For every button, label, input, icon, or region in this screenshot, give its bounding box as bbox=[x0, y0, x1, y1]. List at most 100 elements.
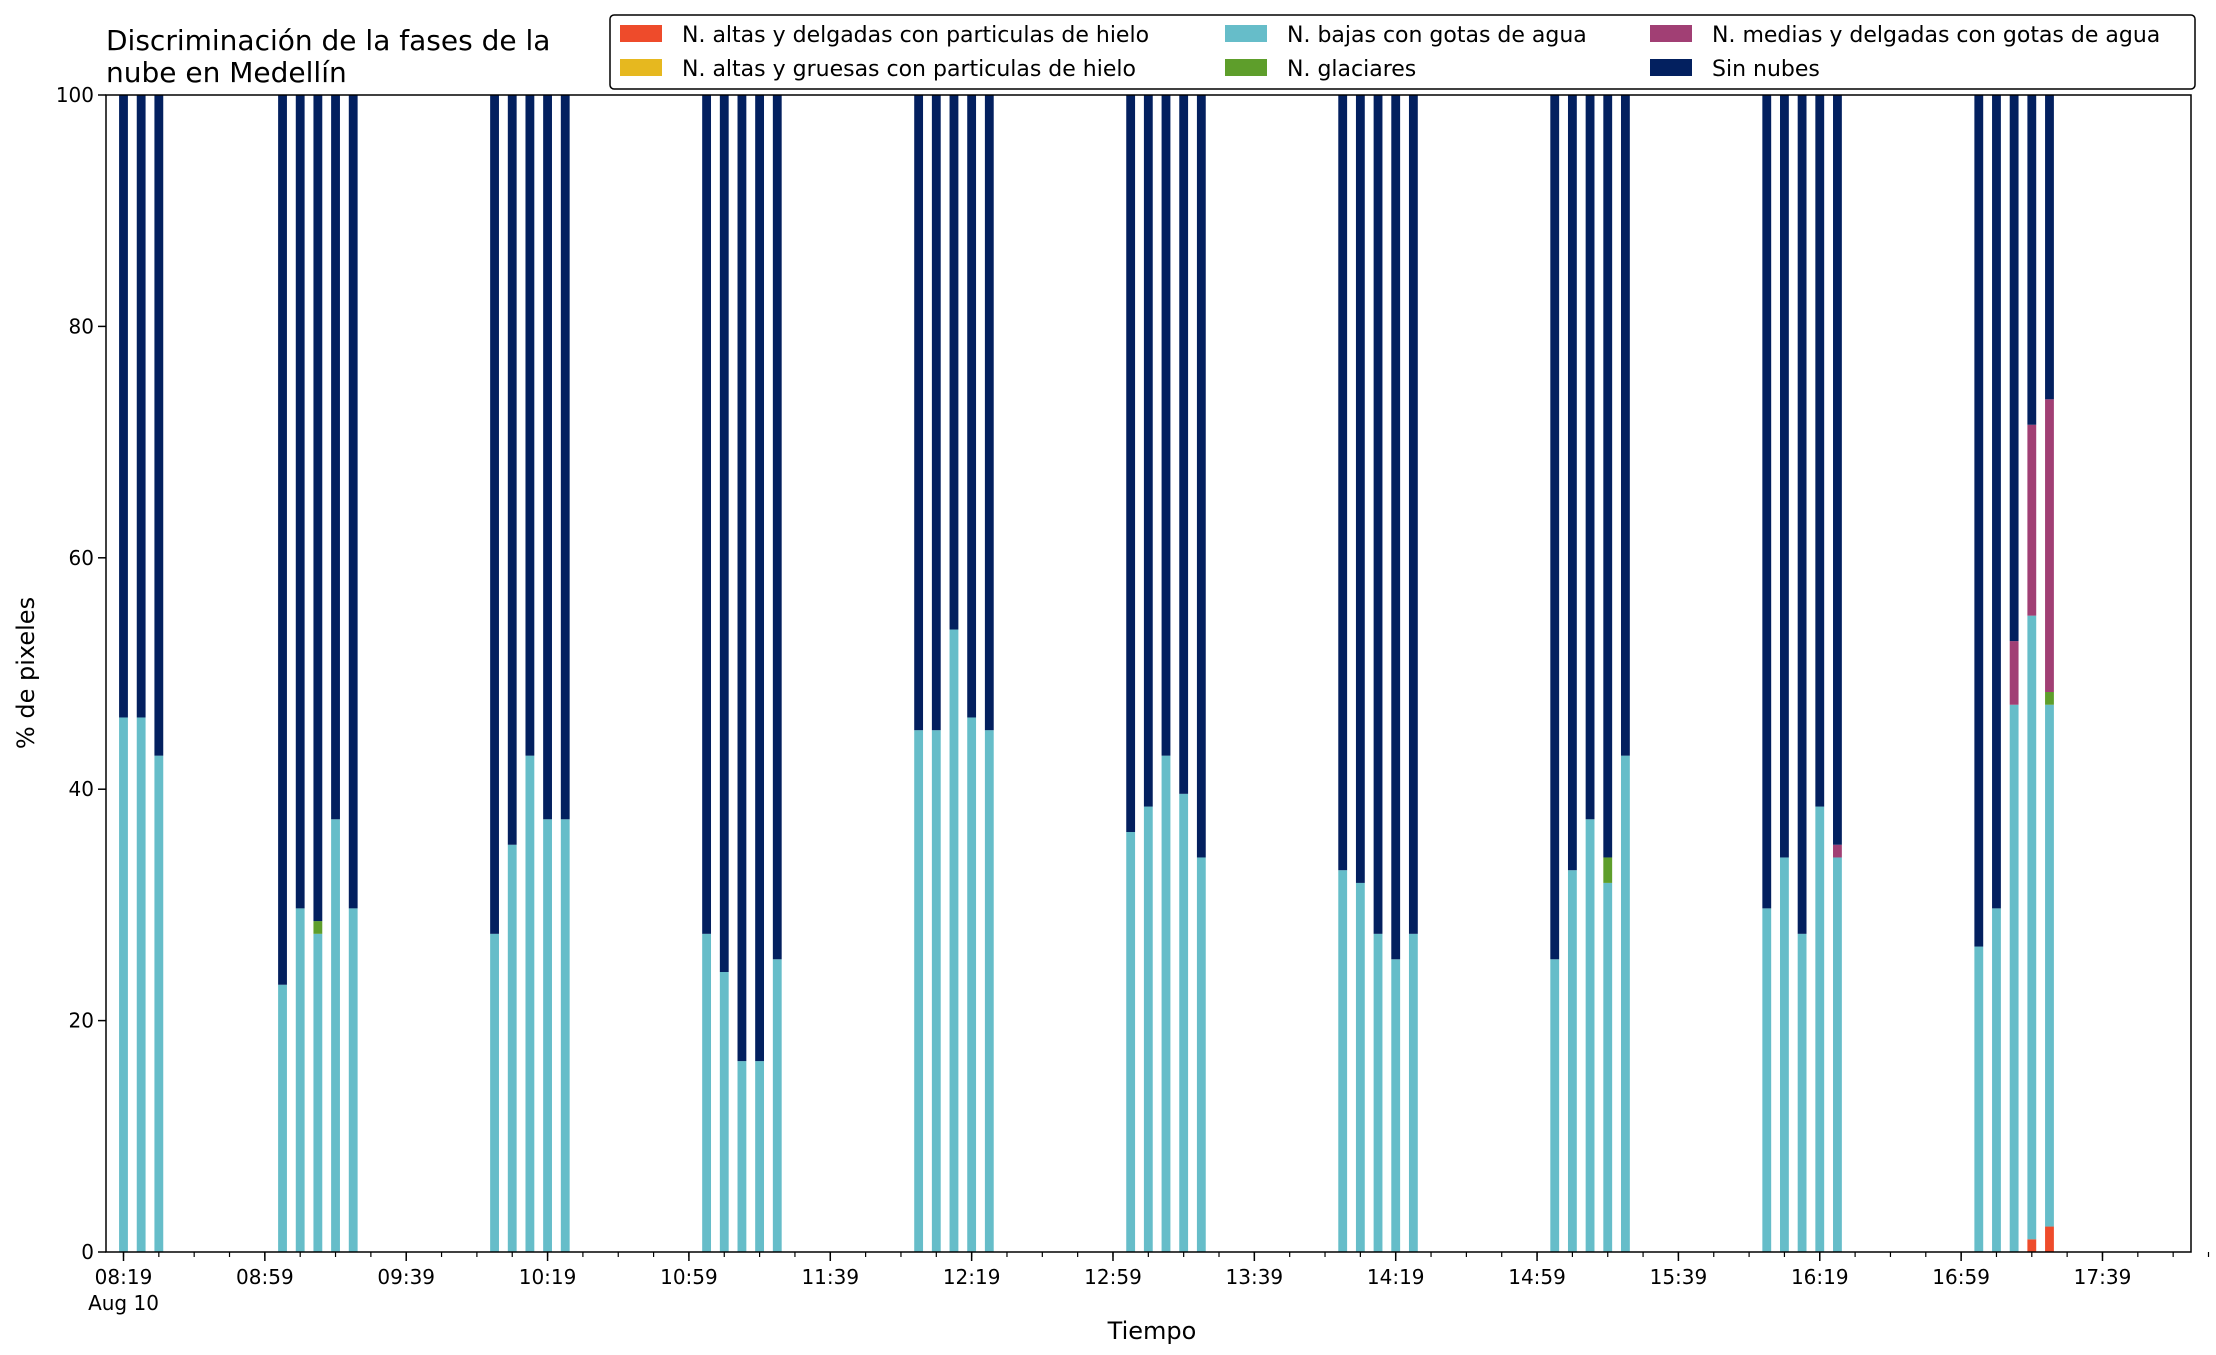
bar-segment bbox=[1355, 95, 1365, 883]
bar-segment bbox=[1567, 870, 1577, 1252]
bar-segment bbox=[1815, 95, 1825, 807]
bar-segment bbox=[2027, 1239, 2037, 1252]
bar-segment bbox=[1620, 95, 1630, 756]
bar-segment bbox=[1974, 946, 1984, 1252]
bar-segment bbox=[507, 95, 517, 845]
bar-segment bbox=[1179, 95, 1189, 794]
bar-segment bbox=[1550, 959, 1560, 1252]
bar-segment bbox=[154, 95, 164, 756]
y-axis: 0 20 40 60 80 100 bbox=[56, 83, 106, 1264]
legend-label: N. altas y delgadas con particulas de hi… bbox=[682, 23, 1149, 48]
y-tick-label: 40 bbox=[69, 777, 94, 801]
bar-segment bbox=[737, 1061, 747, 1252]
legend-swatch bbox=[1650, 59, 1692, 76]
x-tick-label: 08:59 bbox=[236, 1265, 294, 1289]
bar-segment bbox=[2045, 692, 2054, 705]
bar-segment bbox=[1797, 95, 1807, 934]
bar-segment bbox=[702, 933, 712, 1252]
bar-segment bbox=[914, 95, 924, 731]
x-tick-label: 11:39 bbox=[801, 1265, 859, 1289]
bar-segment bbox=[1391, 959, 1401, 1252]
bar-segment bbox=[1780, 857, 1789, 1252]
bar-segment bbox=[984, 730, 994, 1252]
bar-segment bbox=[1355, 882, 1365, 1252]
bar-segment bbox=[737, 95, 747, 1062]
bar-segment bbox=[1780, 95, 1789, 858]
bar-segment bbox=[2045, 1226, 2054, 1252]
bar-segment bbox=[1762, 908, 1772, 1252]
bar-segment bbox=[295, 95, 305, 909]
bar-segment bbox=[914, 730, 924, 1252]
bar-segment bbox=[1974, 95, 1984, 947]
bar-segment bbox=[719, 95, 729, 973]
x-tick-label: 12:19 bbox=[943, 1265, 1001, 1289]
bar-segment bbox=[1408, 933, 1418, 1252]
y-tick-label: 0 bbox=[81, 1240, 94, 1264]
x-tick-label: 09:39 bbox=[377, 1265, 435, 1289]
y-tick-label: 100 bbox=[56, 83, 94, 107]
bar-segment bbox=[543, 95, 552, 820]
bar-segment bbox=[1408, 95, 1418, 934]
bar-segment bbox=[507, 844, 517, 1252]
bar-segment bbox=[313, 933, 323, 1252]
bar-segment bbox=[525, 95, 535, 756]
bar-segment bbox=[490, 95, 499, 934]
bar-segment bbox=[560, 819, 570, 1252]
y-tick-label: 60 bbox=[69, 546, 94, 570]
x-tick-label: 10:19 bbox=[519, 1265, 577, 1289]
bar-segment bbox=[1833, 844, 1842, 858]
bar-segment bbox=[313, 921, 323, 934]
bar-segment bbox=[949, 629, 959, 1252]
bar-segment bbox=[772, 959, 782, 1252]
bar-segment bbox=[154, 755, 164, 1252]
bar-segment bbox=[136, 717, 146, 1252]
chart-title-line-2: nube en Medellín bbox=[106, 56, 347, 89]
bar-segment bbox=[1992, 908, 2001, 1252]
bar-segment bbox=[2009, 641, 2019, 705]
x-tick-label: 14:59 bbox=[1508, 1265, 1566, 1289]
x-tick-label: 08:19 bbox=[95, 1265, 153, 1289]
legend-swatch bbox=[1225, 59, 1267, 76]
bar-segment bbox=[1833, 95, 1842, 845]
bar-segment bbox=[313, 95, 323, 922]
bar-segment bbox=[2009, 704, 2019, 1252]
bar-segment bbox=[719, 972, 729, 1252]
bar-segment bbox=[1143, 806, 1153, 1252]
bar-segment bbox=[1126, 95, 1136, 833]
bar-segment bbox=[931, 730, 941, 1252]
bar-segment bbox=[1762, 95, 1772, 909]
bar-segment bbox=[543, 819, 552, 1252]
bar-segment bbox=[1161, 95, 1171, 756]
y-tick-label: 80 bbox=[69, 314, 94, 338]
bar-segment bbox=[278, 984, 287, 1252]
bar-segment bbox=[967, 95, 977, 718]
bar-segment bbox=[1585, 95, 1595, 820]
bar-segment bbox=[1567, 95, 1577, 871]
bar-segment bbox=[1373, 95, 1383, 934]
bar-segment bbox=[295, 908, 305, 1252]
bar-segment bbox=[119, 95, 128, 718]
bar-segment bbox=[2027, 424, 2037, 616]
bar-segment bbox=[2027, 95, 2037, 425]
bar-segment bbox=[1179, 793, 1189, 1252]
y-tick-label: 20 bbox=[69, 1009, 94, 1033]
bar-segment bbox=[560, 95, 570, 820]
x-tick-label: 10:59 bbox=[660, 1265, 718, 1289]
bar-segment bbox=[967, 717, 977, 1252]
legend-swatch bbox=[1225, 25, 1267, 42]
bar-segment bbox=[702, 95, 712, 934]
bar-segment bbox=[2027, 615, 2037, 1240]
legend-label: N. bajas con gotas de agua bbox=[1287, 23, 1587, 48]
x-tick-label: 15:39 bbox=[1650, 1265, 1708, 1289]
legend-label: N. glaciares bbox=[1287, 57, 1416, 82]
bar-segment bbox=[2045, 95, 2054, 400]
bar-segment bbox=[755, 1061, 765, 1252]
legend-label: N. medias y delgadas con gotas de agua bbox=[1712, 23, 2160, 48]
bar-segment bbox=[1391, 95, 1401, 960]
x-tick-label: 17:39 bbox=[2074, 1265, 2132, 1289]
legend-frame bbox=[609, 14, 2196, 90]
bars-group bbox=[119, 95, 2054, 1252]
bar-segment bbox=[772, 95, 782, 960]
bar-segment bbox=[278, 95, 287, 985]
